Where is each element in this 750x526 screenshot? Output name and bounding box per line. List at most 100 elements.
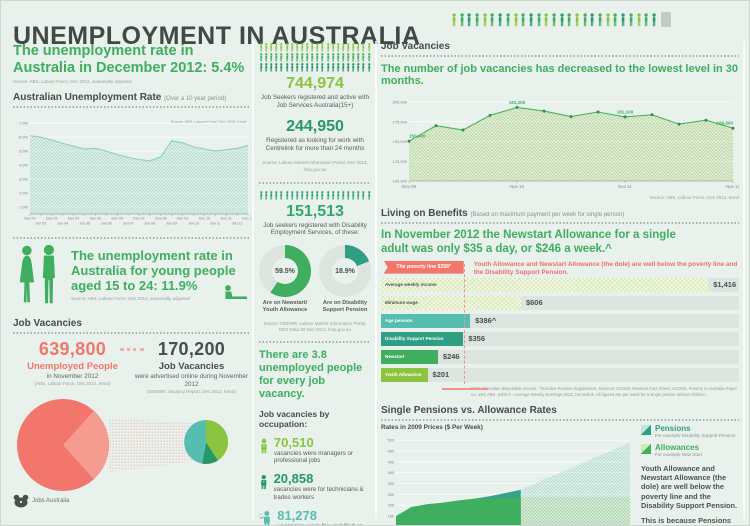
svg-text:1.0%: 1.0% <box>19 205 29 210</box>
svg-text:4.0%: 4.0% <box>19 163 29 168</box>
headline-youth-rate: The unemployment rate in Australia for y… <box>71 248 236 293</box>
legend-allowances: Allowances For example New Start <box>641 443 739 458</box>
pensions-note-1: Youth Allowance and Newstart Allowance (… <box>641 463 738 510</box>
occupation-header: Job vacancies by occupation: <box>259 408 330 429</box>
svg-text:Jun 06: Jun 06 <box>101 222 112 226</box>
right-column: Job Vacancies The number of job vacancie… <box>381 41 741 526</box>
svg-text:350: 350 <box>388 471 394 475</box>
section-header-unemployment-chart: Australian Unemployment Rate (Over a 10 … <box>13 92 227 104</box>
svg-text:166,800: 166,800 <box>716 121 733 126</box>
svg-text:400: 400 <box>388 460 394 464</box>
source-note: Source: Labour Market Information Portal… <box>262 160 368 172</box>
svg-text:Jun 07: Jun 07 <box>123 222 134 226</box>
occupation-item: 81,278 vacancies were for unskilled or o… <box>259 509 371 525</box>
sitting-person-icon <box>225 285 247 300</box>
svg-text:Dec 06: Dec 06 <box>112 217 123 221</box>
unemployed-vs-vacancies-numbers: 639,800 Unemployed People in November 20… <box>13 339 251 394</box>
column-separator <box>252 41 254 519</box>
source-note: Source: ABS, Labour Force, Dec 2012, tre… <box>649 195 739 200</box>
section-header-benefits: Living on Benefits (Based on maximum pay… <box>381 208 625 220</box>
benefit-bar-row: Disability Support Pension $356 <box>381 331 739 346</box>
divider <box>13 332 251 335</box>
svg-text:Dec 03: Dec 03 <box>46 217 57 221</box>
centrelink-count: 244,950 <box>286 117 344 135</box>
svg-text:Nov 10: Nov 10 <box>510 184 524 189</box>
section-header-job-vacancies: Job Vacancies <box>381 41 450 52</box>
jobseekers-count: 744,974 <box>286 75 344 92</box>
source-note: Source: ABS, Labour Force, Dec 2012, sea… <box>71 296 190 302</box>
left-column: The unemployment rate in Australia in De… <box>13 39 254 508</box>
unemployed-count: 639,800 <box>38 339 107 360</box>
svg-text:193,200: 193,200 <box>509 100 526 105</box>
unemployed-count-block: 639,800 Unemployed People in November 20… <box>13 339 132 394</box>
unemployment-rate-area-chart: 1.0% 2.0% 3.0% 4.0% 5.0% 6.0% 7.0% Dec 02 Jun 03… <box>13 111 254 231</box>
pensions-swatch-icon <box>641 424 651 435</box>
occupation-item: 70,510 vacancies were managers or profes… <box>259 436 371 466</box>
svg-text:Nov 12: Nov 12 <box>726 184 739 189</box>
labourer-icon <box>259 510 270 525</box>
ratio-headline: There are 3.8 unemployed people for ever… <box>259 348 363 400</box>
benefit-bar-row: Youth Allowance $201 <box>381 367 739 382</box>
svg-text:Dec 02: Dec 02 <box>24 217 35 221</box>
svg-text:175,000: 175,000 <box>393 119 408 124</box>
pensions-note-2: This is because Pensions are increased e… <box>641 516 731 526</box>
people-pictogram <box>451 13 657 27</box>
svg-text:Nov 11: Nov 11 <box>618 184 632 189</box>
dsp-donut-chart: 18.9% <box>319 245 371 298</box>
svg-text:Jun 10: Jun 10 <box>188 222 199 226</box>
occupation-item: 20,858 vacancies were for technicians & … <box>259 472 371 502</box>
people-icons-row <box>451 12 735 27</box>
poverty-note: Youth Allowance and Newstart Allowance (… <box>473 260 738 276</box>
svg-text:181,100: 181,100 <box>617 109 634 114</box>
svg-text:Dec 08: Dec 08 <box>155 217 166 221</box>
svg-text:Dec 10: Dec 10 <box>199 217 210 221</box>
svg-text:500: 500 <box>388 438 394 442</box>
unemployed-vs-vacancies-pie-pair <box>13 398 251 492</box>
pensions-chart-label: Rates in 2009 Prices ($ Per Week) <box>381 423 483 431</box>
vacancies-count-block: 170,200 Job Vacancies were advertised on… <box>134 339 249 394</box>
page-title: UNEMPLOYMENT IN AUSTRALIA <box>13 21 421 50</box>
section-header-pensions: Single Pensions vs. Allowance Rates <box>381 404 557 416</box>
people-pictogram-row <box>259 53 371 62</box>
vacancies-count: 170,200 <box>157 339 226 360</box>
people-pictogram-row <box>259 63 371 72</box>
poverty-dashed-line <box>463 263 465 384</box>
key-numbers-column: 744,974 Job Seekers registered and activ… <box>259 43 371 525</box>
job-vacancies-line-chart: 100,000 125,000 150,000 175,000 200,000 Nov 0… <box>381 90 741 194</box>
benefits-bar-chart: The poverty line $358* Youth Allowance a… <box>381 260 739 398</box>
divider <box>381 55 739 57</box>
allowances-swatch-icon <box>641 444 651 455</box>
svg-text:150,000: 150,000 <box>393 139 408 144</box>
svg-text:200: 200 <box>388 504 394 508</box>
divider <box>13 237 251 240</box>
people-pictogram-row <box>259 190 371 200</box>
svg-text:450: 450 <box>388 449 394 453</box>
svg-text:Jun 08: Jun 08 <box>145 222 156 226</box>
svg-text:7.0%: 7.0% <box>19 121 29 126</box>
svg-text:100,000: 100,000 <box>393 179 408 184</box>
svg-text:125,000: 125,000 <box>393 159 408 164</box>
divider <box>259 181 371 184</box>
benefit-bar-row: Average weekly income $1,416 <box>381 277 739 292</box>
vacancies-headline: The number of job vacancies has decrease… <box>381 63 739 87</box>
svg-text:Source: ABS, Labour Force, Dec: Source: ABS, Labour Force, Dec 2012, tre… <box>171 120 246 124</box>
svg-text:Dec 07: Dec 07 <box>133 217 144 221</box>
legend-pensions: Pensions For example Disability Support … <box>641 424 739 439</box>
koala-icon <box>13 494 29 508</box>
dotted-connector <box>120 348 144 352</box>
svg-text:2.0%: 2.0% <box>19 191 29 196</box>
pensions-vs-allowances-block: Rates in 2009 Prices ($ Per Week) 501001… <box>381 423 739 526</box>
svg-text:300: 300 <box>388 482 394 486</box>
svg-text:Nov 09: Nov 09 <box>402 184 416 189</box>
svg-text:Dec 11: Dec 11 <box>221 217 232 221</box>
svg-text:Jun 09: Jun 09 <box>166 222 177 226</box>
benefit-bar-row: Age pension $386^ <box>381 313 739 328</box>
people-pictogram-row <box>259 43 371 52</box>
jobs-australia-logo: Jobs Australia <box>13 494 251 508</box>
svg-text:Dec 04: Dec 04 <box>68 217 79 221</box>
door-icon <box>660 12 671 27</box>
divider <box>381 222 739 225</box>
column-separator <box>375 41 377 519</box>
pensions-vs-allowances-chart: 5010015020025030035040045050019701975198… <box>381 433 633 525</box>
